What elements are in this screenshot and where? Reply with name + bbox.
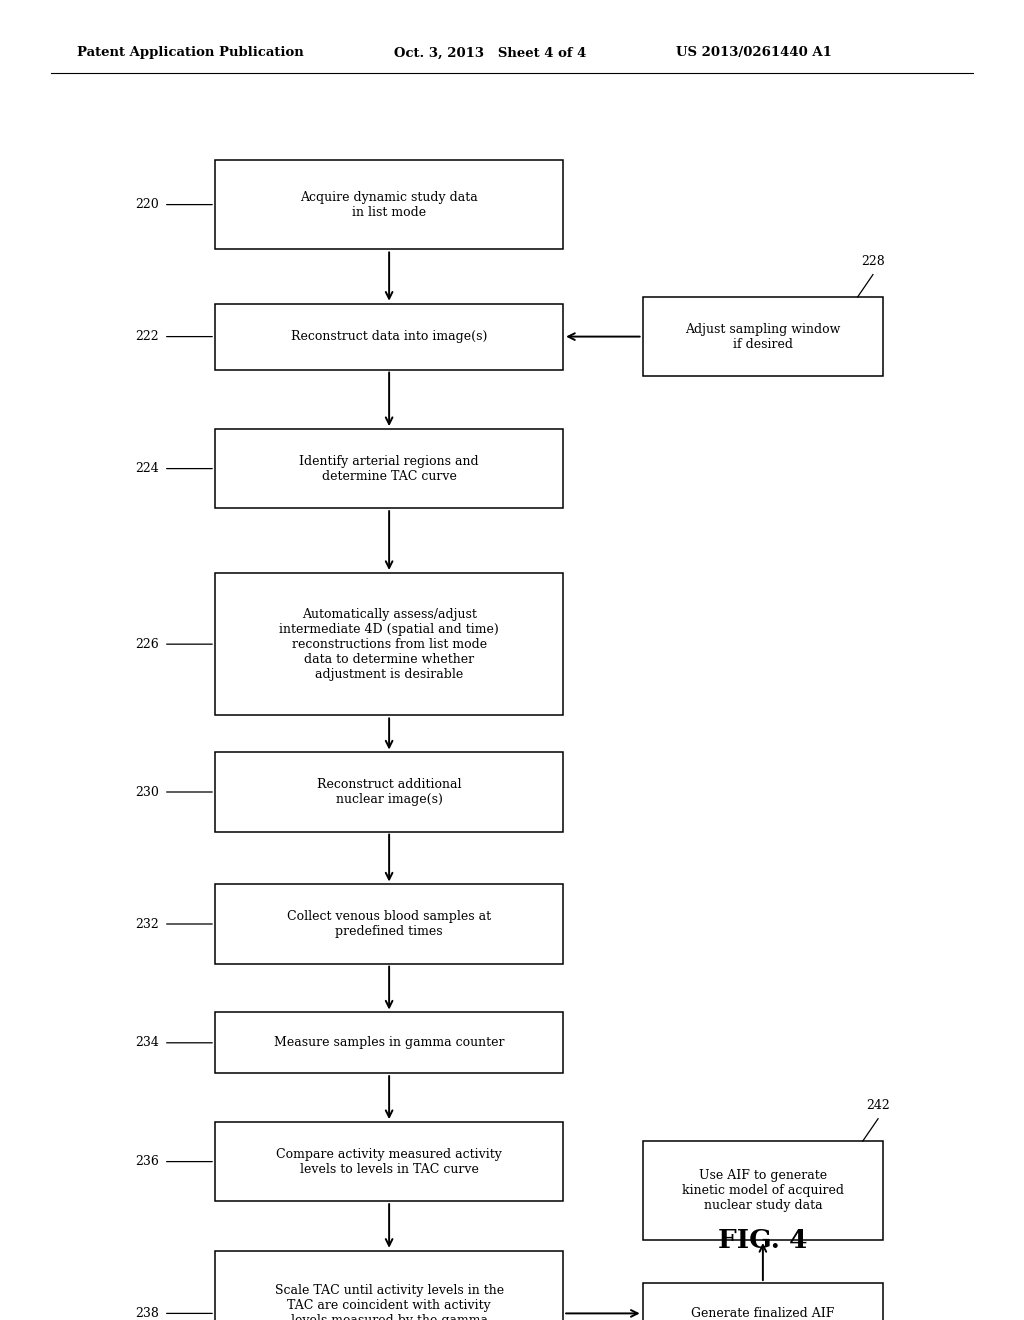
FancyBboxPatch shape (215, 304, 563, 370)
FancyBboxPatch shape (215, 1122, 563, 1201)
Text: Oct. 3, 2013   Sheet 4 of 4: Oct. 3, 2013 Sheet 4 of 4 (394, 46, 587, 59)
FancyBboxPatch shape (215, 160, 563, 249)
Text: Adjust sampling window
if desired: Adjust sampling window if desired (685, 322, 841, 351)
FancyBboxPatch shape (215, 884, 563, 964)
Text: US 2013/0261440 A1: US 2013/0261440 A1 (676, 46, 831, 59)
Text: Scale TAC until activity levels in the
TAC are coincident with activity
levels m: Scale TAC until activity levels in the T… (274, 1284, 504, 1320)
Text: Use AIF to generate
kinetic model of acquired
nuclear study data: Use AIF to generate kinetic model of acq… (682, 1170, 844, 1212)
Text: 226: 226 (135, 638, 159, 651)
Text: 236: 236 (135, 1155, 159, 1168)
Text: Acquire dynamic study data
in list mode: Acquire dynamic study data in list mode (300, 190, 478, 219)
Text: Generate finalized AIF: Generate finalized AIF (691, 1307, 835, 1320)
Text: Measure samples in gamma counter: Measure samples in gamma counter (273, 1036, 505, 1049)
FancyBboxPatch shape (215, 1251, 563, 1320)
Text: FIG. 4: FIG. 4 (718, 1229, 808, 1253)
Text: Patent Application Publication: Patent Application Publication (77, 46, 303, 59)
FancyBboxPatch shape (643, 297, 883, 376)
Text: 238: 238 (135, 1307, 159, 1320)
Text: Collect venous blood samples at
predefined times: Collect venous blood samples at predefin… (287, 909, 492, 939)
Text: 228: 228 (861, 255, 885, 268)
Text: 242: 242 (866, 1100, 890, 1111)
Text: 222: 222 (135, 330, 159, 343)
Text: 220: 220 (135, 198, 159, 211)
Text: 232: 232 (135, 917, 159, 931)
Text: Identify arterial regions and
determine TAC curve: Identify arterial regions and determine … (299, 454, 479, 483)
FancyBboxPatch shape (215, 573, 563, 715)
Text: 224: 224 (135, 462, 159, 475)
FancyBboxPatch shape (215, 752, 563, 832)
Text: Compare activity measured activity
levels to levels in TAC curve: Compare activity measured activity level… (276, 1147, 502, 1176)
FancyBboxPatch shape (643, 1140, 883, 1241)
Text: 234: 234 (135, 1036, 159, 1049)
FancyBboxPatch shape (215, 429, 563, 508)
FancyBboxPatch shape (215, 1012, 563, 1073)
Text: Automatically assess/adjust
intermediate 4D (spatial and time)
reconstructions f: Automatically assess/adjust intermediate… (280, 607, 499, 681)
FancyBboxPatch shape (643, 1283, 883, 1320)
Text: Reconstruct additional
nuclear image(s): Reconstruct additional nuclear image(s) (316, 777, 462, 807)
Text: Reconstruct data into image(s): Reconstruct data into image(s) (291, 330, 487, 343)
Text: 230: 230 (135, 785, 159, 799)
